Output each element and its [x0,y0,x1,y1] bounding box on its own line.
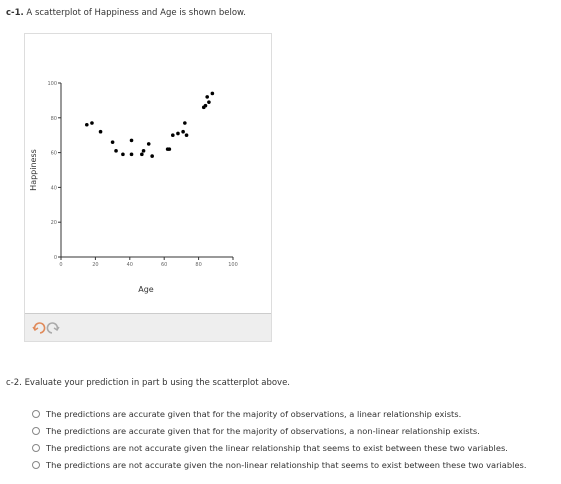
point [207,100,211,104]
radio[interactable] [32,410,40,418]
part-label: c-1. [6,8,24,18]
x-tick-label: 100 [228,262,238,268]
radio[interactable] [32,461,40,469]
chart-panel: 0 20 40 60 80 100 0 20 40 60 80 100 Age Happiness [24,33,272,342]
redo-arrow [53,326,60,331]
y-tick-label: 0 [54,255,57,261]
option[interactable]: The predictions are accurate given that … [32,426,480,436]
y-tick-label: 60 [51,151,57,157]
point [167,147,172,151]
x-tick-label: 0 [59,262,62,268]
toolbar-icons [32,322,60,334]
x-tick-label: 80 [195,262,201,268]
question-c2: c-2. Evaluate your prediction in part b … [6,378,290,388]
point [146,142,151,146]
y-axis-label: Happiness [29,149,38,191]
undo-icon[interactable] [33,322,46,334]
point [110,140,115,144]
point [90,121,94,125]
point [171,133,175,137]
part-label: c-2. [6,378,22,388]
point [85,122,89,127]
radio[interactable] [32,427,40,435]
point [141,149,146,153]
redo-icon[interactable] [46,322,59,334]
radio[interactable] [32,444,40,452]
point [183,121,187,125]
x-tick-label: 40 [127,262,133,268]
point [210,91,215,96]
option[interactable]: The predictions are not accurate given t… [32,443,508,453]
point [140,152,144,157]
option-text: The predictions are accurate given that … [46,426,480,436]
point [150,154,154,158]
y-tick-label: 80 [51,116,57,122]
part-text: A scatterplot of Happiness and Age is sh… [26,8,246,18]
y-tick-label: 40 [51,185,57,191]
x-tick-label: 20 [92,262,98,268]
point [205,95,209,99]
option[interactable]: The predictions are not accurate given t… [32,460,527,470]
point [114,149,118,153]
x-tick-label: 60 [161,262,167,268]
option-text: The predictions are accurate given that … [46,409,462,419]
part-text: Evaluate your prediction in part b using… [24,378,291,388]
point [129,152,134,157]
undo-arrow [32,326,39,331]
chart: 0 20 40 60 80 100 0 20 40 60 80 100 Age Happiness [29,81,238,294]
point [98,129,103,134]
question-c1: c-1. A scatterplot of Happiness and Age … [6,8,246,18]
option-text: The predictions are not accurate given t… [46,460,527,470]
point [181,129,185,134]
x-axis-label: Age [138,285,154,294]
y-tick-label: 20 [51,220,57,226]
point [129,138,134,143]
option-text: The predictions are not accurate given t… [46,443,508,453]
point [203,103,208,108]
y-tick-label: 100 [47,81,57,87]
point [176,131,180,136]
option[interactable]: The predictions are accurate given that … [32,409,461,419]
toolbar [25,313,271,341]
point [184,133,189,137]
point [121,152,125,157]
